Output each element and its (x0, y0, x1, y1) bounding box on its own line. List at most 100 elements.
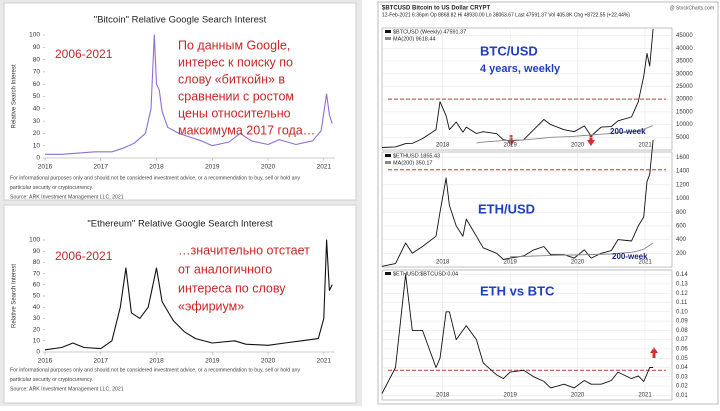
plot-area (381, 27, 673, 151)
annotation: слову «биткойн» в (178, 72, 285, 86)
panel (377, 1, 719, 405)
annotation: 200-week (610, 127, 646, 136)
y-tick-label: 0.01 (676, 393, 688, 399)
y-tick-label: 0.07 (676, 337, 688, 343)
panel (3, 2, 357, 201)
legend-label: MA(200) 350.17 (393, 160, 432, 166)
annotation: максимума 2017 года… (178, 123, 315, 137)
annotation: BTC/USD (480, 43, 538, 58)
y-tick-label: 30000 (676, 71, 693, 77)
y-tick-label: 20 (33, 326, 41, 333)
annotation: цены относительно (178, 106, 291, 120)
x-tick-label: 2021 (317, 358, 332, 365)
y-tick-label: 0.05 (676, 356, 688, 362)
series-line (476, 125, 654, 144)
legend-swatch (385, 154, 391, 157)
footnote: For informational purposes only and shou… (10, 367, 300, 373)
y-tick-label: 50 (33, 93, 41, 100)
x-tick-label: 2019 (503, 260, 517, 266)
legend-swatch (385, 37, 391, 40)
x-tick-label: 2016 (38, 164, 53, 171)
y-tick-label: 200 (676, 251, 687, 257)
y-tick-label: 0.04 (676, 365, 688, 371)
plot-area (381, 151, 673, 268)
y-tick-label: 80 (33, 259, 41, 266)
chart-title: "Ethereum" Relative Google Search Intere… (87, 219, 273, 230)
y-tick-label: 80 (33, 56, 41, 63)
source: @ StockCharts.com (669, 5, 714, 11)
x-tick-label: 2018 (436, 143, 450, 149)
footnote: Source: ARK Investment Management LLC, 2… (10, 386, 124, 392)
series-line (44, 239, 333, 351)
annotation: ETH/USD (478, 201, 535, 216)
chart-header: 12-Feb-2021 6:36pm Op 8868.82 Hi 48930.0… (382, 12, 630, 18)
y-tick-label: 40 (33, 106, 41, 113)
y-tick-label: 60 (33, 282, 41, 289)
y-tick-label: 0.11 (676, 300, 688, 306)
x-tick-label: 2021 (638, 393, 652, 399)
y-tick-label: 5000 (676, 135, 690, 141)
annotation: интерес к поиску по (178, 55, 293, 69)
legend-label: MA(200) 9618.44 (393, 36, 436, 42)
footnote: particular security or cryptocurrency. (10, 185, 93, 191)
y-axis-label: Relative Search Interest (12, 264, 18, 328)
x-tick-label: 2017 (94, 358, 109, 365)
x-tick-label: 2021 (638, 260, 652, 266)
y-tick-label: 1200 (676, 182, 690, 188)
footnote: Source: ARK Investment Management LLC, 2… (10, 194, 124, 200)
y-tick-label: 35000 (676, 59, 693, 65)
chart-header: $BTCUSD Bitcoin to US Dollar CRYPT (382, 6, 490, 12)
x-tick-label: 2018 (436, 260, 450, 266)
legend-label: $ETHUSD 1855.43 (393, 153, 440, 159)
y-tick-label: 0.09 (676, 319, 688, 325)
annotation: сравнении с ростом (178, 89, 294, 103)
y-tick-label: 0.10 (676, 309, 688, 315)
y-axis-label: Relative Search Interest (12, 64, 18, 128)
y-tick-label: 10000 (676, 122, 693, 128)
x-tick-label: 2020 (261, 358, 276, 365)
y-tick-label: 40000 (676, 46, 693, 52)
y-tick-label: 10 (33, 142, 41, 149)
legend-swatch (385, 30, 391, 33)
y-tick-label: 800 (676, 210, 687, 216)
y-tick-label: 0.02 (676, 384, 688, 390)
y-tick-label: 0 (36, 349, 40, 356)
y-tick-label: 0.08 (676, 328, 688, 334)
arrow (650, 347, 658, 358)
x-tick-label: 2019 (503, 143, 517, 149)
y-tick-label: 70 (33, 69, 41, 76)
y-tick-label: 60 (33, 81, 41, 88)
y-tick-label: 50 (33, 293, 41, 300)
legend-label: $ETHUSD:$BTCUSD 0.04 (393, 271, 458, 277)
annotation: 200-week (612, 252, 648, 261)
x-tick-label: 2020 (571, 393, 585, 399)
annotation: 4 years, weekly (480, 63, 561, 75)
y-tick-label: 0.14 (676, 272, 688, 278)
legend-swatch (385, 272, 391, 275)
y-tick-label: 30 (33, 315, 41, 322)
footnote: For informational purposes only and shou… (10, 175, 300, 181)
arrow (587, 135, 595, 146)
y-tick-label: 15000 (676, 109, 693, 115)
annotation: 2006-2021 (55, 249, 113, 263)
y-tick-label: 10 (33, 338, 41, 345)
x-tick-label: 2021 (317, 164, 332, 171)
x-tick-label: 2019 (503, 393, 517, 399)
chart-title: "Bitcoin" Relative Google Search Interes… (94, 15, 267, 26)
x-tick-label: 2018 (149, 164, 164, 171)
plot-area (381, 269, 673, 401)
x-tick-label: 2020 (261, 164, 276, 171)
y-tick-label: 1000 (676, 196, 690, 202)
y-tick-label: 100 (29, 237, 40, 244)
panel (3, 204, 357, 404)
x-tick-label: 2017 (94, 164, 109, 171)
y-tick-label: 600 (676, 224, 687, 230)
series-line (45, 34, 333, 155)
series-line (381, 139, 654, 267)
legend-swatch (385, 161, 391, 164)
y-tick-label: 400 (676, 237, 687, 243)
series-line (510, 242, 654, 258)
y-tick-label: 0 (36, 155, 40, 162)
legend-label: $BTCUSD (Weekly) 47591.37 (393, 29, 466, 35)
